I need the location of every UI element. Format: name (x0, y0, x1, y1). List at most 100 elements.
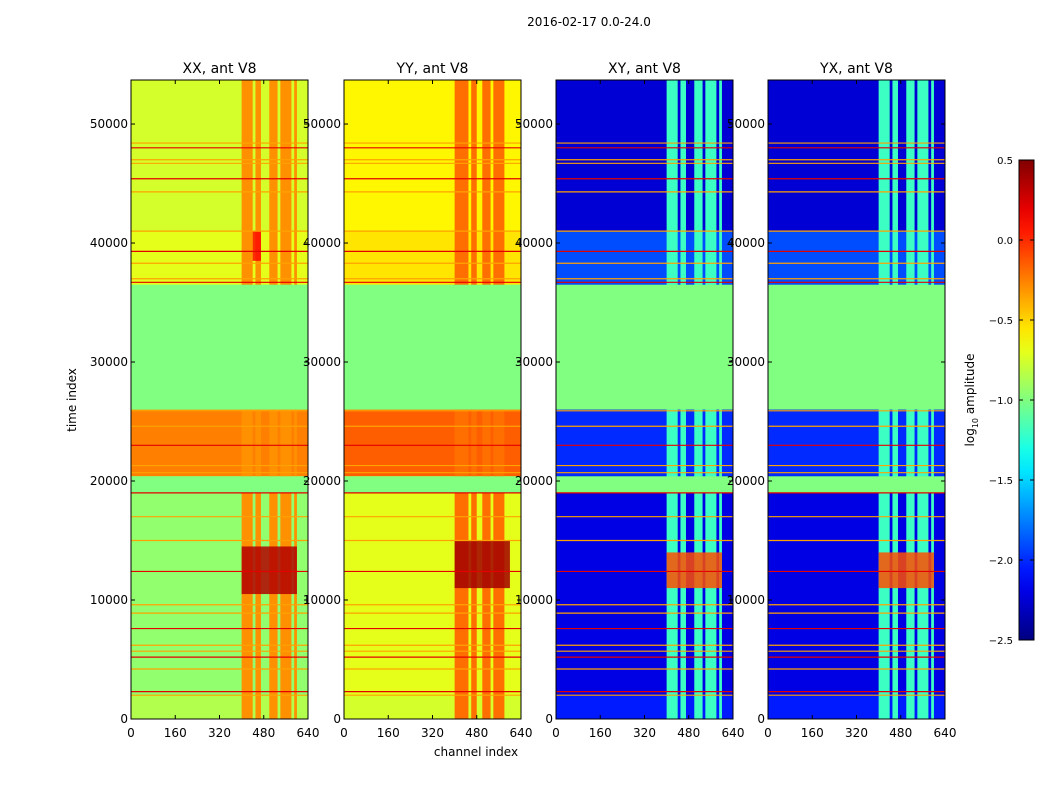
heatmap-image (131, 80, 308, 719)
heatmap-time-block (131, 80, 308, 232)
y-tick-label: 30000 (90, 355, 128, 369)
heatmap-hot-region (241, 546, 297, 595)
y-tick-label: 30000 (303, 355, 341, 369)
x-tick-label: 0 (340, 726, 348, 740)
colorbar-label: log10 amplitude (963, 354, 980, 447)
heatmap-panel-yy: YY, ant V8 0 160 320 480 640 0 10000 20000 30000 4… (303, 61, 533, 740)
x-tick-label: 320 (845, 726, 868, 740)
x-tick-label: 160 (589, 726, 612, 740)
heatmap-time-block (556, 492, 733, 696)
heatmap-panel-yx: YX, ant V8 0 160 320 480 640 0 10000 20000 30000 4… (727, 61, 957, 740)
heatmap-flagged-region (556, 284, 733, 410)
y-tick-label: 10000 (90, 593, 128, 607)
figure-suptitle: 2016-02-17 0.0-24.0 (527, 15, 651, 29)
heatmap-hot-region (252, 231, 261, 261)
x-tick-label: 0 (764, 726, 772, 740)
colorbar-label-main: log (963, 428, 977, 446)
colorbar-tick-label: −1.5 (989, 476, 1013, 487)
heatmap-panel-xx: XX, ant V8 0 160 320 480 640 0 10000 20000 30000 4… (90, 61, 320, 740)
heatmap-time-block (344, 492, 521, 696)
panel-title: XX, ant V8 (183, 61, 257, 77)
y-tick-label: 10000 (727, 593, 765, 607)
heatmap-time-block (344, 80, 521, 232)
heatmap-time-block (556, 695, 733, 719)
x-tick-label: 160 (377, 726, 400, 740)
x-tick-label: 0 (552, 726, 560, 740)
panel-title: YX, ant V8 (819, 61, 893, 77)
heatmap-flagged-region (556, 476, 733, 493)
heatmap-hot-region (878, 552, 934, 589)
y-axis-label: time index (65, 368, 79, 432)
heatmap-image (556, 80, 733, 719)
y-tick-label: 20000 (727, 474, 765, 488)
x-tick-label: 640 (297, 726, 320, 740)
x-tick-label: 640 (934, 726, 957, 740)
y-tick-label: 30000 (515, 355, 553, 369)
heatmap-time-block (768, 492, 945, 696)
heatmap-image (768, 80, 945, 719)
colorbar: 0.5 0.0 −0.5 −1.0 −1.5 −2.0 −2.5 log10 amplitud… (963, 156, 1035, 647)
y-tick-label: 40000 (515, 236, 553, 250)
x-tick-label: 160 (164, 726, 187, 740)
x-tick-label: 0 (127, 726, 135, 740)
heatmap-flagged-region (344, 284, 521, 410)
heatmap-image (344, 80, 521, 719)
colorbar-tick-label: −2.0 (989, 556, 1013, 567)
x-tick-label: 320 (421, 726, 444, 740)
panel-title: YY, ant V8 (396, 61, 469, 77)
y-tick-label: 10000 (515, 593, 553, 607)
colorbar-label-rest: amplitude (963, 354, 977, 418)
x-tick-label: 320 (633, 726, 656, 740)
y-tick-label: 0 (120, 712, 128, 726)
x-tick-label: 480 (252, 726, 275, 740)
heatmap-time-block (131, 695, 308, 719)
y-tick-label: 20000 (515, 474, 553, 488)
panel-title: XY, ant V8 (608, 61, 681, 77)
heatmap-time-block (768, 231, 945, 285)
colorbar-label-subscript: 10 (971, 418, 980, 428)
heatmap-time-block (768, 80, 945, 232)
colorbar-tick-label: −0.5 (989, 316, 1013, 327)
y-tick-label: 10000 (303, 593, 341, 607)
heatmap-time-block (344, 231, 521, 285)
heatmap-hot-region (454, 540, 510, 589)
x-tick-label: 320 (208, 726, 231, 740)
x-tick-label: 640 (722, 726, 745, 740)
y-tick-label: 20000 (303, 474, 341, 488)
heatmap-panel-xy: XY, ant V8 0 160 320 480 640 0 10000 20000 30000 4… (515, 61, 745, 740)
y-tick-label: 50000 (515, 117, 553, 131)
x-tick-label: 640 (510, 726, 533, 740)
y-tick-label: 0 (333, 712, 341, 726)
y-tick-label: 40000 (727, 236, 765, 250)
x-tick-label: 480 (889, 726, 912, 740)
heatmap-time-block (131, 231, 308, 285)
colorbar-tick-label: 0.5 (997, 156, 1013, 167)
colorbar-tick-label: −2.5 (989, 636, 1013, 647)
heatmap-time-block (768, 695, 945, 719)
heatmap-time-block (556, 231, 733, 285)
y-tick-label: 30000 (727, 355, 765, 369)
y-tick-label: 40000 (303, 236, 341, 250)
y-tick-label: 50000 (727, 117, 765, 131)
heatmap-flagged-region (131, 284, 308, 410)
heatmap-panels: XX, ant V8 0 160 320 480 640 0 10000 20000 30000 4… (90, 61, 957, 740)
y-tick-label: 50000 (303, 117, 341, 131)
x-tick-label: 160 (801, 726, 824, 740)
y-tick-label: 50000 (90, 117, 128, 131)
heatmap-time-block (556, 80, 733, 232)
heatmap-hot-region (666, 552, 722, 589)
x-axis-label: channel index (434, 745, 518, 759)
y-tick-label: 0 (757, 712, 765, 726)
x-tick-label: 480 (465, 726, 488, 740)
heatmap-flagged-region (344, 476, 521, 493)
heatmap-flagged-region (131, 476, 308, 493)
x-tick-label: 480 (677, 726, 700, 740)
y-tick-label: 40000 (90, 236, 128, 250)
heatmap-flagged-region (768, 284, 945, 410)
y-tick-label: 20000 (90, 474, 128, 488)
y-tick-label: 0 (545, 712, 553, 726)
heatmap-flagged-region (768, 476, 945, 493)
colorbar-tick-label: −1.0 (989, 396, 1013, 407)
colorbar-tick-label: 0.0 (997, 236, 1013, 247)
